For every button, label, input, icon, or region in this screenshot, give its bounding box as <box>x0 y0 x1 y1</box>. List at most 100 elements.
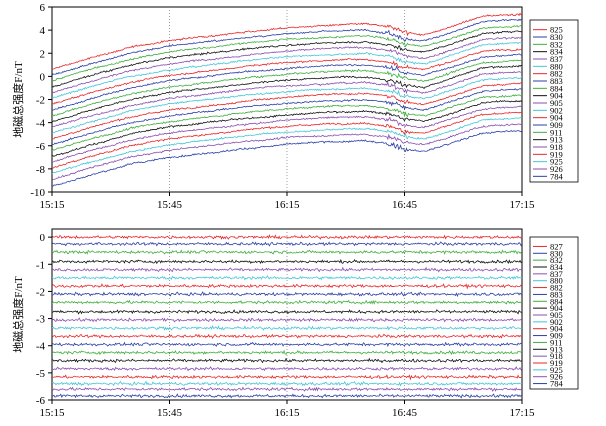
series-line-834 <box>52 30 522 88</box>
series-line-830 <box>52 18 522 77</box>
y-tick-label: -4 <box>36 118 46 130</box>
legend-entry: 834 <box>550 47 564 57</box>
y-tick-label: -2 <box>36 95 45 107</box>
series-line-904 <box>52 309 522 315</box>
series-line-902 <box>52 76 522 134</box>
x-tick-label: 15:45 <box>157 407 183 419</box>
legend: 8278308328348378808828838849049059029049… <box>529 236 579 390</box>
series-line-837 <box>52 36 522 94</box>
plot-frame <box>51 228 523 401</box>
series-line-884 <box>52 59 522 117</box>
y-tick-label: -1 <box>36 259 45 271</box>
legend-entry: 884 <box>550 296 564 306</box>
legend-entry: 784 <box>550 171 564 181</box>
x-tick-label: 17:15 <box>509 199 535 211</box>
series-line-904 <box>52 82 522 140</box>
series-line-919 <box>52 374 522 381</box>
legend-entry: 882 <box>550 283 563 293</box>
y-tick-label: -5 <box>36 368 46 380</box>
series-line-909 <box>52 88 522 146</box>
series-line-883 <box>52 53 522 111</box>
series-line-784 <box>52 393 522 399</box>
y-tick-label: -2 <box>36 286 45 298</box>
legend-entry: 784 <box>550 379 564 389</box>
series-line-830 <box>52 241 522 247</box>
series-line-902 <box>52 325 522 331</box>
legend-entry: 834 <box>550 262 564 272</box>
x-tick-label: 16:15 <box>274 407 300 419</box>
series-line-919 <box>52 111 522 169</box>
legend-entry: 825 <box>550 25 563 35</box>
series-line-880 <box>52 42 522 99</box>
legend-entry: 925 <box>550 365 563 375</box>
legend-entry: 904 <box>550 303 564 313</box>
series-line-925 <box>52 117 522 175</box>
series-line-784 <box>52 129 522 187</box>
legend-entry: 911 <box>550 127 562 137</box>
y-tick-label: -10 <box>30 187 45 199</box>
legend-entry: 926 <box>550 372 563 382</box>
series-line-882 <box>52 48 522 105</box>
legend-entry: 902 <box>550 105 563 115</box>
series-line-918 <box>52 105 522 163</box>
legend-entry: 902 <box>550 317 563 327</box>
legend-entry: 837 <box>550 54 563 64</box>
legend-entry: 883 <box>550 76 563 86</box>
y-tick-label: -6 <box>36 395 46 407</box>
legend-entry: 883 <box>550 289 563 299</box>
series-line-905 <box>52 70 522 128</box>
y-tick-label: -8 <box>36 164 46 176</box>
legend-entry: 909 <box>550 120 563 130</box>
y-axis-label: 地磁总强度F/nT <box>11 61 25 138</box>
legend-entry: 832 <box>550 39 563 49</box>
y-tick-label: 0 <box>40 71 46 83</box>
legend-entry: 830 <box>550 248 563 258</box>
legend-entry: 918 <box>550 351 563 361</box>
legend-entry: 905 <box>550 98 563 108</box>
x-tick-label: 15:15 <box>39 199 65 211</box>
y-tick-label: -6 <box>36 141 46 153</box>
y-tick-label: 2 <box>40 48 46 60</box>
legend-entry: 904 <box>550 91 564 101</box>
series-line-834 <box>52 258 522 265</box>
series-line-827 <box>52 234 522 240</box>
y-tick-label: 4 <box>40 25 46 37</box>
series-group <box>52 234 522 399</box>
series-line-926 <box>52 386 522 392</box>
series-line-911 <box>52 349 522 356</box>
series-line-832 <box>52 249 522 255</box>
legend-entry: 904 <box>550 324 564 334</box>
legend-entry: 837 <box>550 269 563 279</box>
series-line-926 <box>52 123 522 180</box>
legend-entry: 827 <box>550 241 563 251</box>
series-group <box>52 12 522 187</box>
series-line-832 <box>52 24 522 82</box>
series-line-913 <box>52 357 522 364</box>
x-tick-label: 15:45 <box>157 199 183 211</box>
legend-entry: 830 <box>550 32 563 42</box>
legend-entry: 913 <box>550 344 563 354</box>
series-line-913 <box>52 99 522 157</box>
y-tick-label: 6 <box>40 2 46 14</box>
x-tick-label: 17:15 <box>509 407 535 419</box>
legend-entry: 832 <box>550 255 563 265</box>
legend-entry: 919 <box>550 358 563 368</box>
legend-entry: 904 <box>550 113 564 123</box>
legend-entry: 913 <box>550 135 563 145</box>
y-axis-label: 地磁总强度F/nT <box>11 276 25 353</box>
legend-entry: 880 <box>550 61 563 71</box>
y-tick-label: 0 <box>40 232 46 244</box>
legend: 8258308328348378808828838849049059029049… <box>529 19 579 183</box>
series-line-882 <box>52 283 522 290</box>
legend-entry: 911 <box>550 337 562 347</box>
chart-2: 15:15 15:45 16:15 16:45 17:15 -6 -5 -4 -3 -2 -1 0 地磁… <box>11 228 579 419</box>
series-line-884 <box>52 299 522 305</box>
x-tick-label: 15:15 <box>39 407 65 419</box>
legend-entry: 926 <box>550 164 563 174</box>
legend-box <box>529 19 579 183</box>
y-tick-label: -3 <box>36 314 46 326</box>
legend-entry: 919 <box>550 149 563 159</box>
series-line-925 <box>52 380 522 387</box>
y-tick-label: -4 <box>36 341 46 353</box>
